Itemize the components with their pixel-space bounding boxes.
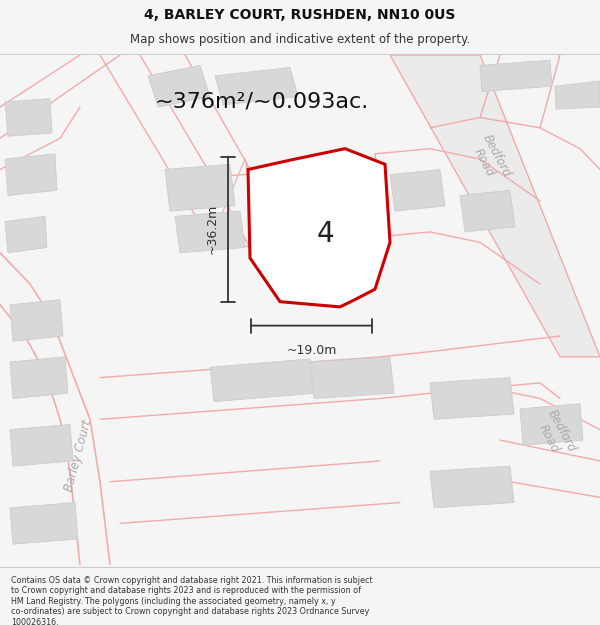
Polygon shape <box>10 503 78 544</box>
Text: ~376m²/~0.093ac.: ~376m²/~0.093ac. <box>155 92 369 112</box>
Text: to Crown copyright and database rights 2023 and is reproduced with the permissio: to Crown copyright and database rights 2… <box>11 586 361 595</box>
Polygon shape <box>520 404 583 445</box>
Polygon shape <box>210 359 314 402</box>
Polygon shape <box>310 357 394 399</box>
Polygon shape <box>460 190 515 232</box>
Polygon shape <box>175 211 245 252</box>
Polygon shape <box>430 466 514 508</box>
Polygon shape <box>5 99 52 136</box>
Text: Barley Court: Barley Court <box>62 418 94 493</box>
Polygon shape <box>390 169 445 211</box>
Polygon shape <box>215 68 298 105</box>
Text: Contains OS data © Crown copyright and database right 2021. This information is : Contains OS data © Crown copyright and d… <box>11 576 373 585</box>
Polygon shape <box>390 55 600 357</box>
Polygon shape <box>10 424 73 466</box>
Text: 4, BARLEY COURT, RUSHDEN, NN10 0US: 4, BARLEY COURT, RUSHDEN, NN10 0US <box>145 8 455 22</box>
Text: HM Land Registry. The polygons (including the associated geometry, namely x, y: HM Land Registry. The polygons (includin… <box>11 597 335 606</box>
Polygon shape <box>480 60 552 91</box>
Polygon shape <box>555 81 600 109</box>
Text: 100026316.: 100026316. <box>11 618 58 625</box>
Text: Map shows position and indicative extent of the property.: Map shows position and indicative extent… <box>130 33 470 46</box>
Polygon shape <box>10 299 63 341</box>
Text: ~19.0m: ~19.0m <box>286 344 337 357</box>
Polygon shape <box>5 154 57 196</box>
Polygon shape <box>5 216 47 252</box>
Polygon shape <box>10 357 68 399</box>
Polygon shape <box>430 378 514 419</box>
Polygon shape <box>148 66 210 107</box>
Text: ~36.2m: ~36.2m <box>205 204 218 254</box>
Text: Bedford
Road: Bedford Road <box>467 132 513 186</box>
Text: 4: 4 <box>316 220 334 248</box>
Text: co-ordinates) are subject to Crown copyright and database rights 2023 Ordnance S: co-ordinates) are subject to Crown copyr… <box>11 608 369 616</box>
Text: Bedford
Road: Bedford Road <box>532 408 578 462</box>
Polygon shape <box>248 149 390 307</box>
Polygon shape <box>165 164 235 211</box>
